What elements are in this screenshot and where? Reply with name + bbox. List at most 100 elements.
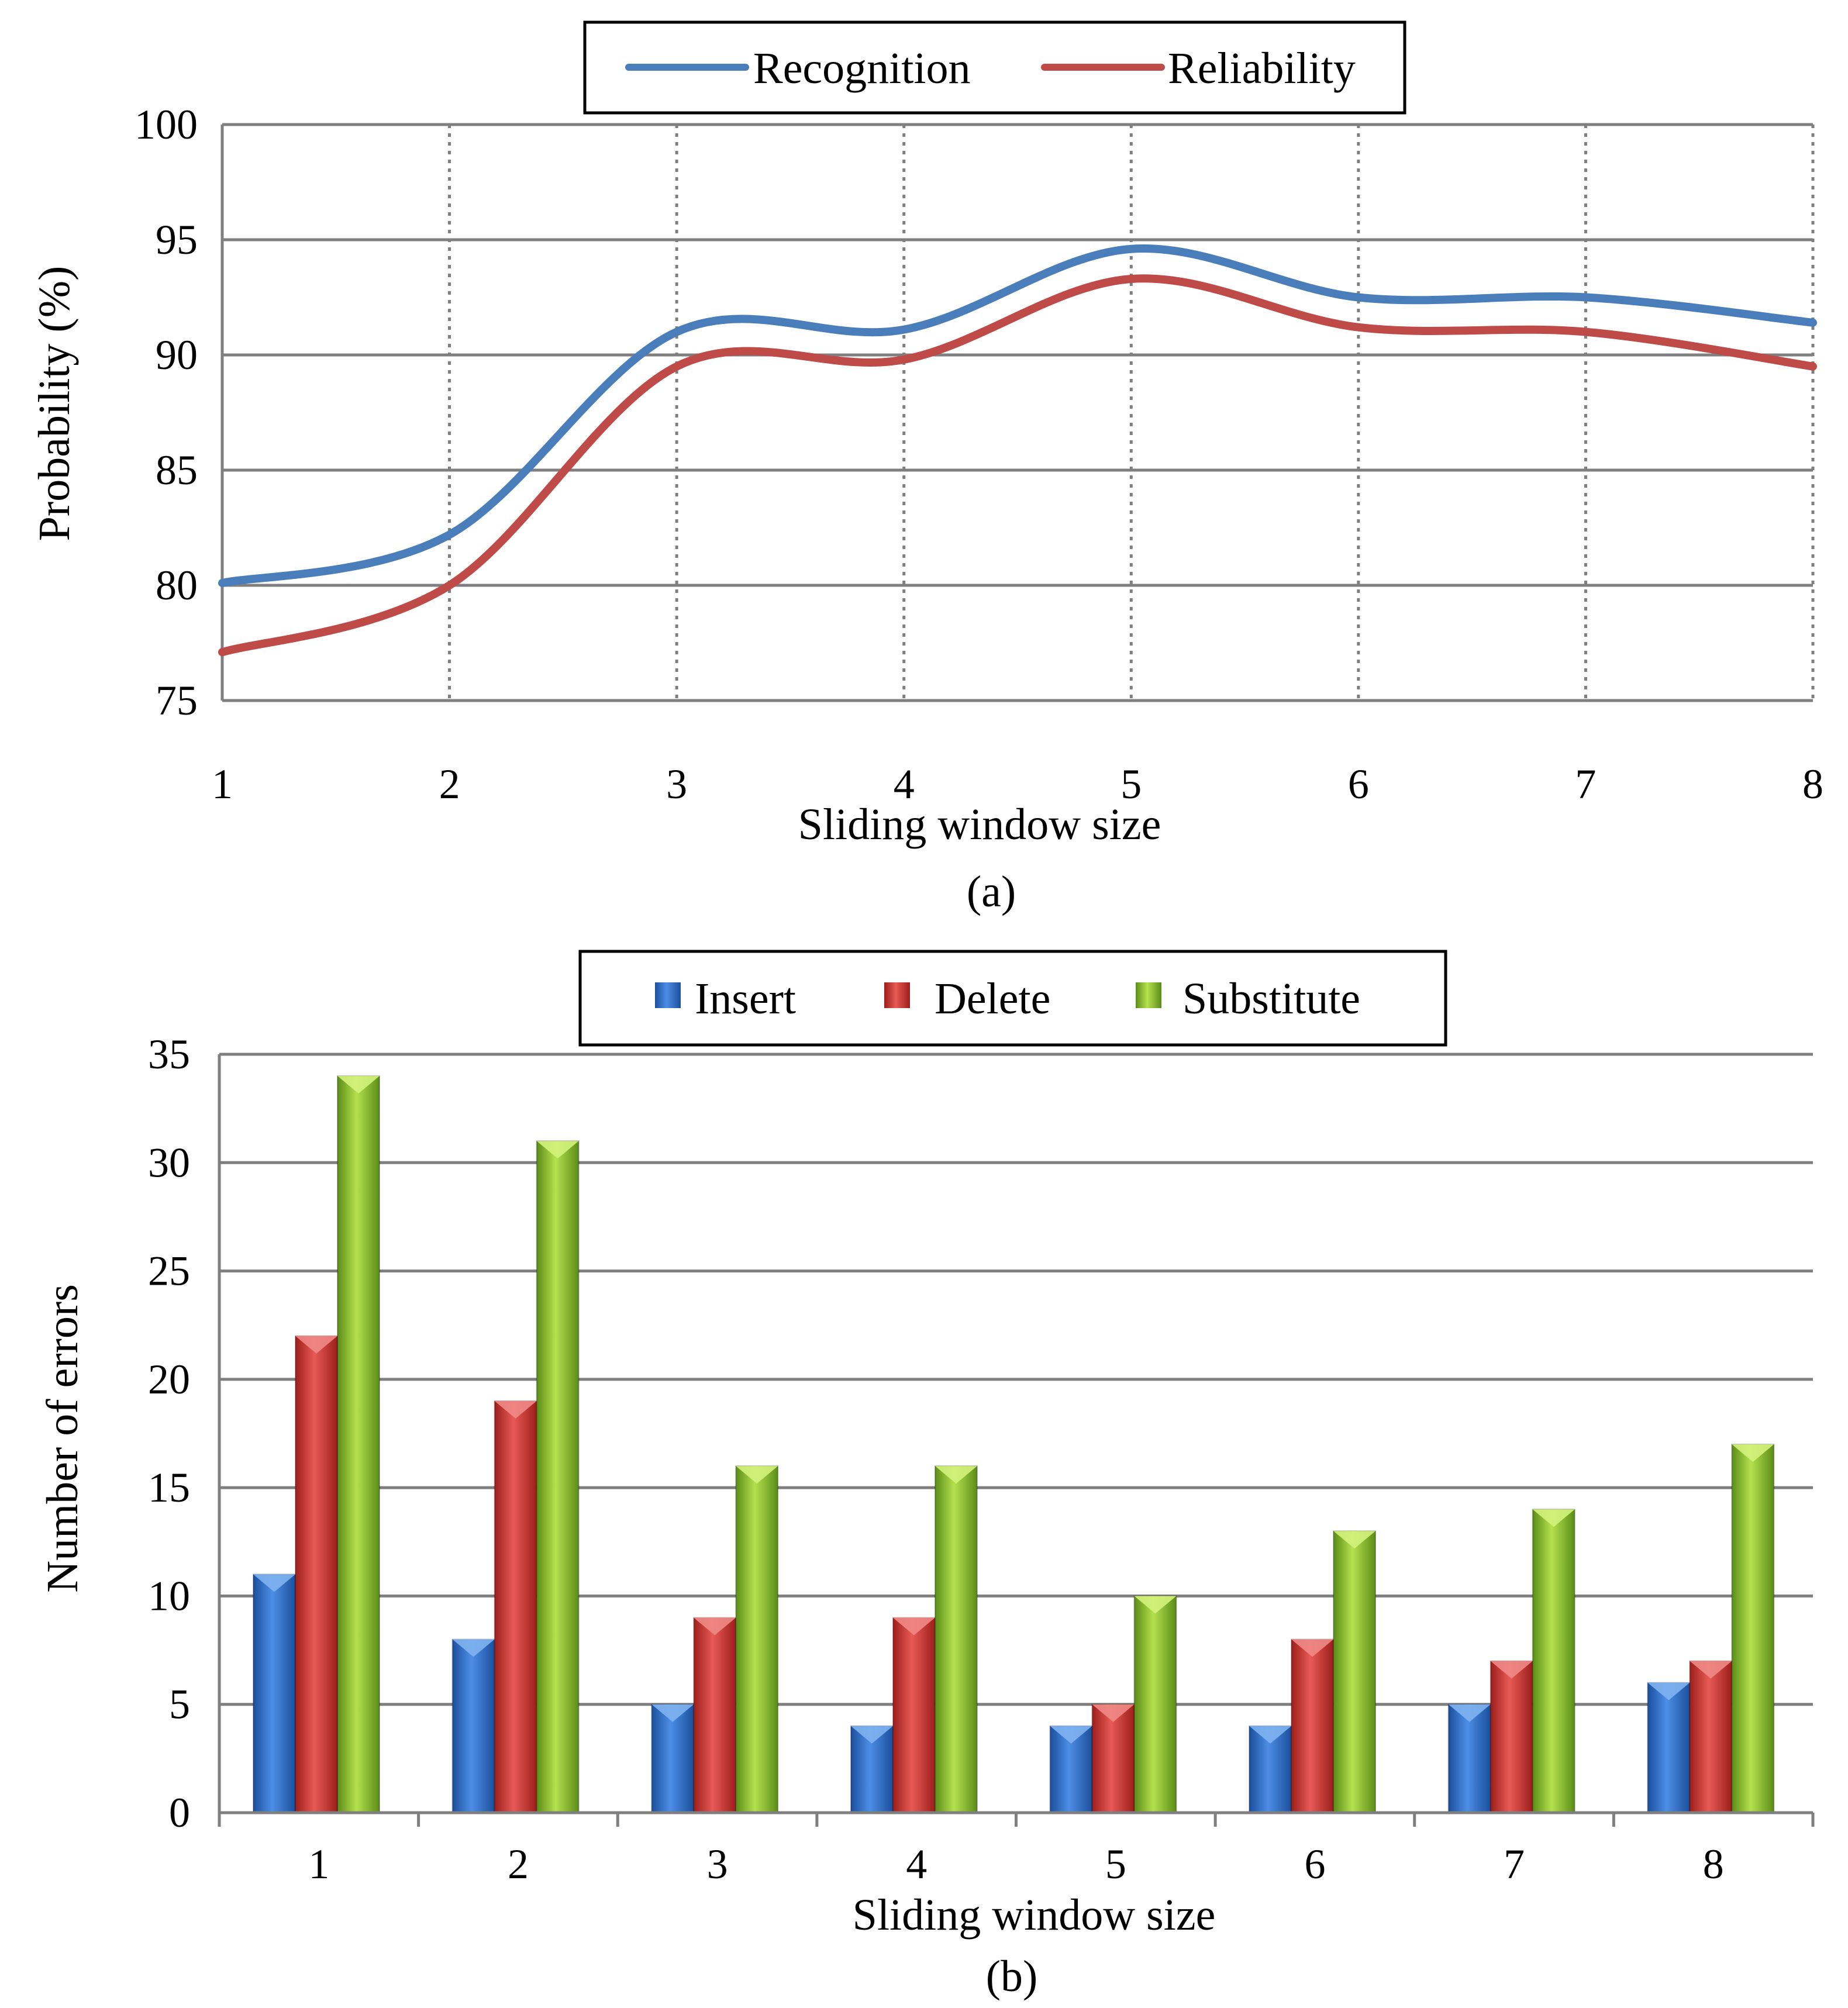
- bar-delete: [693, 1617, 737, 1813]
- bar-substitute-cap: [1732, 1444, 1774, 1462]
- bar-delete: [892, 1617, 936, 1813]
- chart-a-x-ticks: 1 2 3 4 5 6 7 8: [212, 761, 1823, 808]
- chart-b-y-tick-label: 5: [169, 1681, 190, 1728]
- bar-substitute: [735, 1465, 779, 1813]
- bar-delete-cap: [1092, 1704, 1135, 1722]
- chart-a-gridlines: [220, 123, 1815, 702]
- bar-substitute-cap: [1532, 1509, 1575, 1527]
- bar-substitute-body: [1532, 1509, 1575, 1813]
- chart-b-y-tick-label: 35: [148, 1031, 190, 1078]
- chart-a-caption: (a): [967, 867, 1016, 916]
- bar-substitute-cap: [736, 1466, 778, 1484]
- bar-delete-cap: [892, 1617, 935, 1636]
- chart-b-x-tick-label: 1: [308, 1841, 329, 1888]
- bar-substitute-body: [536, 1140, 580, 1813]
- legend-label-substitute: Substitute: [1182, 974, 1360, 1023]
- bar-substitute: [1731, 1444, 1775, 1813]
- bar-insert: [1447, 1703, 1491, 1814]
- legend-swatch-insert: [655, 982, 681, 1008]
- bar-substitute: [934, 1465, 978, 1813]
- chart-a-y-tick-label: 85: [156, 447, 198, 494]
- bar-substitute-cap: [337, 1076, 380, 1094]
- bar-insert: [1647, 1682, 1691, 1814]
- chart-b-bars: [253, 1075, 1775, 1814]
- bar-insert: [1249, 1725, 1292, 1814]
- chart-b-x-tick-label: 4: [906, 1841, 927, 1888]
- bar-insert-cap: [1249, 1726, 1292, 1744]
- bar-substitute-cap: [536, 1141, 579, 1159]
- legend-label-recognition: Recognition: [753, 44, 971, 93]
- bar-substitute-body: [1333, 1530, 1377, 1813]
- chart-b-y-tick-label: 0: [169, 1789, 190, 1836]
- bar-insert-cap: [850, 1726, 893, 1744]
- chart-a-x-tick-label: 3: [666, 761, 687, 808]
- bar-delete-body: [1291, 1638, 1335, 1814]
- chart-a-x-tick-label: 7: [1575, 761, 1596, 808]
- chart-a-y-tick-label: 80: [156, 562, 198, 609]
- chart-b-legend: Insert Delete Substitute: [578, 950, 1447, 1047]
- bar-delete-body: [1490, 1660, 1533, 1814]
- chart-a-y-ticks: 75 80 85 90 95 100: [135, 101, 198, 724]
- legend-swatch-delete: [884, 982, 910, 1008]
- legend-label-reliability: Reliability: [1168, 44, 1356, 93]
- bar-delete: [1291, 1638, 1335, 1814]
- chart-b-x-tick-label: 5: [1105, 1841, 1126, 1888]
- bar-insert-body: [1647, 1682, 1691, 1814]
- bar-insert-cap: [452, 1639, 495, 1657]
- chart-a-y-tick-label: 75: [156, 677, 198, 724]
- bar-insert-cap: [1647, 1682, 1690, 1700]
- bar-delete-body: [693, 1617, 737, 1813]
- bar-delete-cap: [295, 1336, 337, 1354]
- bar-delete: [295, 1335, 338, 1814]
- chart-a-legend: Recognition Reliability: [583, 20, 1406, 115]
- bar-substitute-body: [934, 1465, 978, 1813]
- bar-insert-body: [253, 1574, 296, 1813]
- bar-insert: [1049, 1725, 1093, 1814]
- bar-delete-cap: [494, 1400, 537, 1419]
- chart-b: 0 5 10 15 20 25 30 35 1 2 3 4 5 6 7 8 Number of errors…: [38, 950, 1815, 2001]
- chart-a-x-tick-label: 5: [1120, 761, 1142, 808]
- bar-insert: [651, 1703, 695, 1814]
- chart-b-x-tick-label: 2: [508, 1841, 529, 1888]
- bar-delete-cap: [1291, 1639, 1334, 1657]
- legend-label-insert: Insert: [695, 974, 796, 1023]
- bar-substitute: [1133, 1595, 1177, 1813]
- bar-delete: [1689, 1660, 1733, 1814]
- bar-insert: [451, 1638, 495, 1814]
- chart-b-x-tick-label: 7: [1504, 1841, 1525, 1888]
- chart-a-x-axis-title: Sliding window size: [798, 800, 1161, 849]
- bar-insert-body: [451, 1638, 495, 1814]
- bar-substitute: [1532, 1509, 1575, 1813]
- chart-b-legend-box: [578, 950, 1447, 1047]
- legend-label-delete: Delete: [935, 974, 1050, 1023]
- chart-a-series-lines: [218, 244, 1817, 657]
- bar-insert: [253, 1574, 296, 1813]
- bar-substitute-cap: [935, 1466, 977, 1484]
- bar-insert-body: [651, 1703, 695, 1814]
- bar-insert-cap: [253, 1574, 295, 1592]
- bar-insert: [850, 1725, 894, 1814]
- bar-delete-body: [1689, 1660, 1733, 1814]
- bar-insert-cap: [651, 1704, 694, 1722]
- bar-delete-cap: [694, 1617, 736, 1636]
- bar-substitute: [1333, 1530, 1377, 1813]
- chart-a: 75 80 85 90 95 100 1 2 3 4 5 6 7 8 Probability (%) S…: [30, 20, 1823, 916]
- chart-b-caption: (b): [986, 1952, 1038, 2001]
- bar-substitute-cap: [1134, 1596, 1177, 1614]
- bar-substitute-body: [735, 1465, 779, 1813]
- chart-a-x-tick-label: 8: [1802, 761, 1823, 808]
- chart-a-y-tick-label: 100: [135, 101, 198, 148]
- chart-a-y-tick-label: 95: [156, 216, 198, 263]
- chart-a-x-tick-label: 1: [212, 761, 233, 808]
- bar-delete-body: [892, 1617, 936, 1813]
- chart-b-x-tick-label: 3: [707, 1841, 728, 1888]
- bar-substitute: [536, 1140, 580, 1813]
- bar-insert-cap: [1448, 1704, 1491, 1722]
- bar-delete-body: [1091, 1703, 1135, 1814]
- legend-swatch-substitute: [1136, 982, 1161, 1008]
- bar-delete-cap: [1490, 1661, 1533, 1679]
- chart-b-y-ticks: 0 5 10 15 20 25 30 35: [148, 1031, 190, 1836]
- bar-substitute-body: [337, 1075, 380, 1813]
- chart-a-x-tick-label: 4: [894, 761, 915, 808]
- bar-delete-body: [494, 1400, 537, 1813]
